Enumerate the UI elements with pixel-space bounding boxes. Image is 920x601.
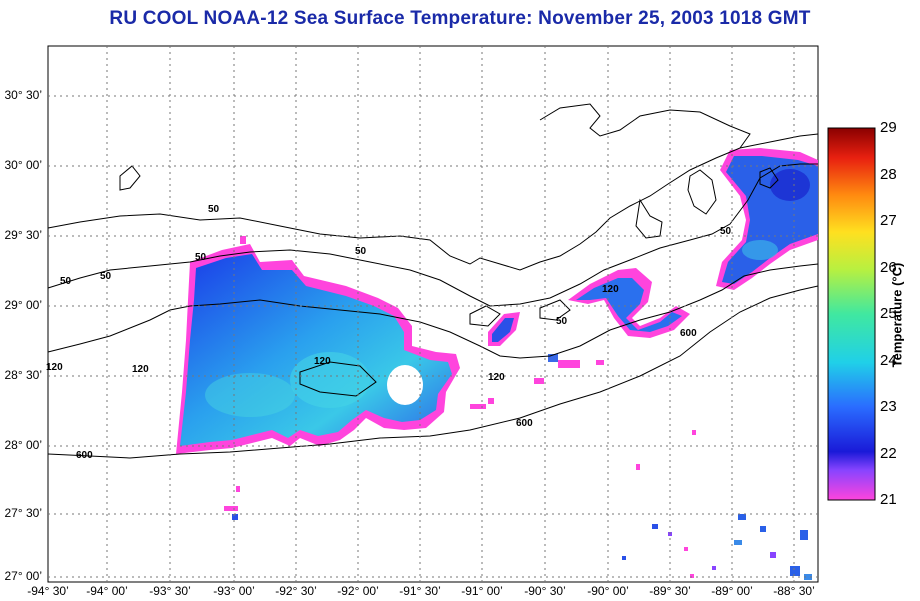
sst-swath-west (176, 244, 460, 454)
latitude-label: 27° 00’ (4, 569, 43, 583)
sst-scatter-pixels (224, 236, 696, 578)
latitude-label: 28° 30’ (4, 368, 43, 382)
isobath-label: 120 (46, 362, 63, 373)
latitude-label: 27° 30’ (4, 506, 43, 520)
colorbar-tick-label: 24 (880, 351, 897, 369)
colorbar-tick-label: 23 (880, 398, 897, 415)
longitude-label: -89° 30’ (649, 584, 691, 598)
isobath-label: 600 (76, 450, 93, 461)
isobath-label: 50 (556, 316, 568, 327)
isobath-label: 50 (208, 204, 220, 215)
colorbar-tick-label: 27 (880, 212, 897, 229)
graticule (48, 46, 818, 582)
latitude-label: 29° 30’ (4, 228, 43, 242)
isobath-label: 50 (195, 252, 207, 263)
isobath-label: 600 (680, 328, 697, 339)
latitude-label: 30° 30’ (4, 88, 43, 102)
longitude-label: -94° 00’ (86, 584, 128, 598)
isobath-label: 600 (516, 418, 533, 429)
longitude-label: -90° 30’ (524, 584, 566, 598)
longitude-label: -91° 00’ (461, 584, 503, 598)
colorbar-tick-label: 25 (880, 305, 897, 322)
coastline (47, 103, 819, 271)
colorbar-tick-label: 26 (880, 258, 897, 276)
sst-swath-central (488, 148, 818, 346)
isobath-label: 120 (488, 372, 505, 383)
longitude-label: -92° 30’ (275, 584, 317, 598)
isobath-label: 120 (314, 356, 331, 367)
latitude-label: 30° 00’ (4, 158, 43, 172)
longitude-label: -93° 00’ (213, 584, 255, 598)
isobath-label: 120 (602, 284, 619, 295)
map-frame (47, 45, 819, 583)
colorbar-tick-label: 22 (880, 444, 897, 462)
longitude-label: -89° 00’ (711, 584, 753, 598)
isobath-label: 50 (720, 226, 732, 237)
colorbar-tick-label: 21 (880, 491, 897, 508)
isobath-label: 50 (60, 276, 72, 287)
latitude-label: 28° 00’ (4, 438, 43, 452)
map-title: RU COOL NOAA-12 Sea Surface Temperature:… (109, 8, 811, 29)
colorbar-title: Temperature (°C) (889, 262, 905, 368)
isobath-label: 50 (100, 271, 112, 282)
longitude-label: -94° 30’ (27, 584, 69, 598)
colorbar-tick-label: 28 (880, 165, 897, 183)
longitude-label: -92° 00’ (337, 584, 379, 598)
isobath-label: 120 (132, 364, 149, 375)
colorbar (827, 127, 876, 501)
longitude-label: -93° 30’ (149, 584, 191, 598)
longitude-label: -88° 30’ (773, 584, 815, 598)
isobath-label: 50 (355, 246, 367, 257)
longitude-label: -90° 00’ (587, 584, 629, 598)
colorbar-tick-label: 29 (880, 119, 897, 136)
longitude-label: -91° 30’ (399, 584, 441, 598)
latitude-label: 29° 00’ (4, 298, 43, 312)
isobaths (47, 163, 819, 459)
